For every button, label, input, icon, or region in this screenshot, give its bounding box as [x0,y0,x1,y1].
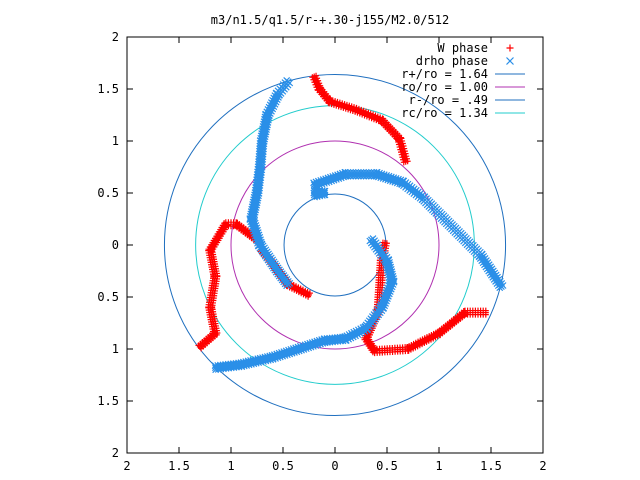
y-tick-label-6: 1 [112,134,119,148]
circle-1 [230,140,440,350]
legend-label-circle-0: r+/ro = 1.64 [401,67,488,81]
legend-label-circle-2: r-/ro = .49 [409,93,488,107]
series-0-arm-0 [309,72,411,166]
series-1-arm-2 [310,168,507,292]
y-tick-label-1: 1.5 [97,394,119,408]
x-tick-label-5: 0.5 [376,459,398,473]
series-layer [195,72,507,374]
y-tick-label-7: 1.5 [97,82,119,96]
x-tick-label-7: 1.5 [480,459,502,473]
series-1 [211,77,507,374]
series-0-arm-3 [195,219,262,352]
legend-marker-series-0 [506,44,514,52]
y-tick-label-8: 2 [112,30,119,44]
tick-layer: 2 1.5 1 0.5 0 0.5 1 1.5 221.510.500.511.52 [97,30,546,473]
x-tick-label-0: 2 [123,459,130,473]
y-tick-label-0: 2 [112,446,119,460]
x-tick-label-4: 0 [331,459,338,473]
series-1-arm-3 [211,235,398,374]
x-tick-label-8: 2 [539,459,546,473]
y-tick-label-2: 1 [112,342,119,356]
circle-0 [163,73,507,417]
x-tick-label-6: 1 [435,459,442,473]
legend-label-series-0: W phase [437,41,488,55]
y-tick-label-5: 0.5 [97,186,119,200]
y-tick-label-3: 0.5 [97,290,119,304]
y-tick-label-4: 0 [112,238,119,252]
legend-label-series-1: drho phase [416,54,488,68]
x-tick-label-2: 1 [227,459,234,473]
series-1-arm-1 [246,77,294,290]
legend-marker-series-1 [506,57,514,65]
chart-title: m3/n1.5/q1.5/r-+.30-j155/M2.0/512 [211,13,449,27]
legend-label-circle-1: ro/ro = 1.00 [401,80,488,94]
series-1-arm-0 [310,185,329,201]
x-tick-label-3: 0.5 [272,459,294,473]
legend-label-circle-3: rc/ro = 1.34 [401,106,488,120]
x-tick-label-1: 1.5 [168,459,190,473]
